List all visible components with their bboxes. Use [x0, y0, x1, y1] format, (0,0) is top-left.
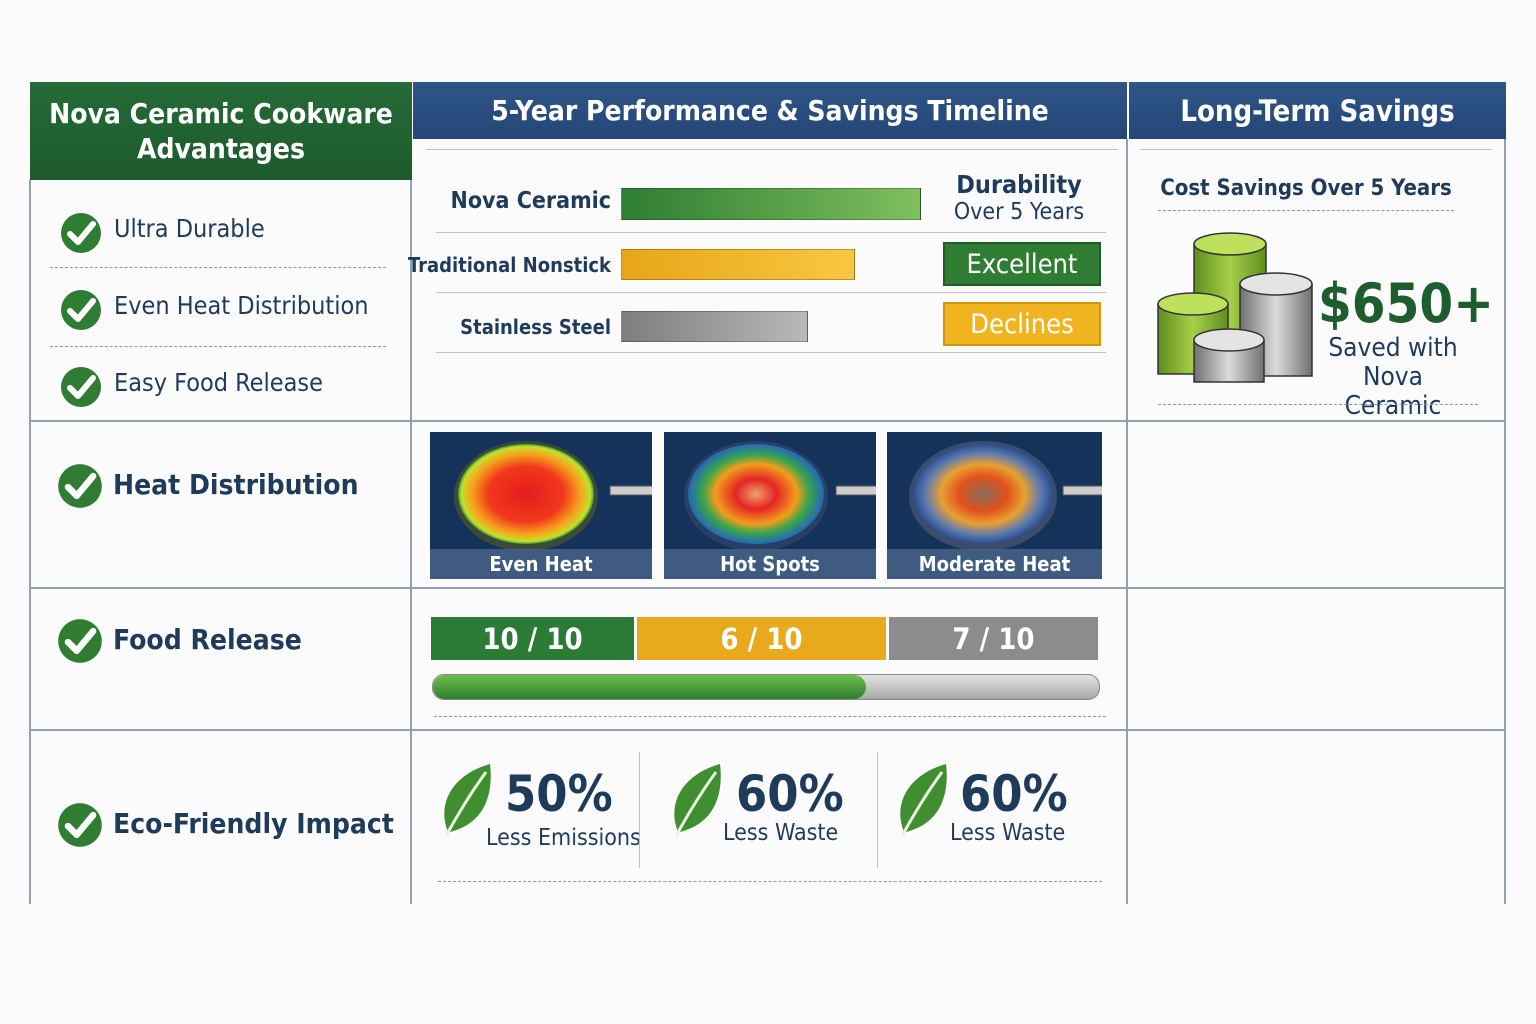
- divider: [436, 352, 1106, 353]
- divider: [434, 716, 1106, 717]
- durability-bar-nova: [621, 188, 921, 220]
- heatmap-even: Even Heat: [430, 432, 652, 579]
- score-stainless: 7 / 10: [889, 617, 1098, 660]
- grid-line: [410, 180, 412, 904]
- divider: [436, 292, 1106, 293]
- eco-label: Less Waste: [950, 820, 1066, 846]
- grid-line: [1504, 139, 1506, 904]
- divider: [877, 752, 878, 868]
- food-release-progress-track: [432, 674, 1100, 700]
- row-food-release: Food Release: [113, 623, 302, 656]
- durability-header-line2: Over 5 Years: [953, 199, 1085, 225]
- savings-line1: Saved with: [1328, 333, 1458, 363]
- divider: [438, 881, 1102, 882]
- bar-label-nonstick: Traditional Nonstick: [408, 253, 611, 277]
- heatmap-moderate: Moderate Heat: [887, 432, 1102, 579]
- check-icon: [61, 367, 101, 407]
- savings-header-title: Long-Term Savings: [1180, 93, 1455, 128]
- advantages-header-line1: Nova Ceramic Cookware: [49, 97, 393, 130]
- pan-icon: [909, 441, 1102, 551]
- divider: [50, 267, 386, 268]
- eco-label: Less Emissions: [486, 825, 641, 851]
- advantage-even-heat: Even Heat Distribution: [114, 291, 369, 320]
- heatmap-caption: Even Heat: [430, 549, 652, 579]
- leaf-icon: [674, 764, 721, 837]
- leaf-icon: [900, 764, 947, 837]
- grid-line: [29, 587, 1506, 589]
- divider: [426, 149, 1118, 150]
- durability-header: Durability Over 5 Years: [935, 170, 1103, 225]
- grid-line: [29, 729, 1506, 731]
- eco-value: 50%: [505, 765, 613, 823]
- bar-label-stainless: Stainless Steel: [460, 315, 611, 339]
- eco-value: 60%: [736, 765, 844, 823]
- heatmap-caption: Moderate Heat: [887, 549, 1102, 579]
- divider: [50, 346, 386, 347]
- coin-stack-icon: [1157, 232, 1313, 383]
- advantage-ultra-durable: Ultra Durable: [114, 214, 265, 243]
- savings-title: Cost Savings Over 5 Years: [1160, 176, 1452, 201]
- score-nonstick: 6 / 10: [637, 617, 886, 660]
- row-heat-distribution: Heat Distribution: [113, 468, 359, 501]
- check-icon: [58, 619, 102, 663]
- grid-line: [1126, 139, 1128, 904]
- timeline-header-title: 5-Year Performance & Savings Timeline: [491, 94, 1049, 127]
- advantage-food-release: Easy Food Release: [114, 368, 323, 397]
- eco-label: Less Waste: [723, 820, 839, 846]
- check-icon: [61, 290, 101, 330]
- advantages-header-line2: Advantages: [136, 132, 306, 165]
- divider: [1140, 149, 1492, 150]
- durability-header-line1: Durability: [956, 170, 1082, 199]
- divider: [1158, 404, 1478, 405]
- savings-amount: $650+: [1318, 272, 1494, 335]
- divider: [436, 232, 1106, 233]
- badge-excellent: Excellent: [943, 242, 1101, 286]
- heatmap-hot-spots: Hot Spots: [664, 432, 876, 579]
- savings-header: Long-Term Savings: [1129, 82, 1506, 139]
- pan-icon: [454, 441, 652, 551]
- check-icon: [61, 213, 101, 253]
- durability-bar-nonstick: [621, 249, 855, 280]
- check-icon: [58, 803, 102, 847]
- grid-line: [29, 180, 31, 904]
- pan-icon: [684, 441, 876, 551]
- savings-line2: Nova Ceramic: [1344, 362, 1442, 421]
- divider: [639, 752, 640, 868]
- advantages-header: Nova Ceramic Cookware Advantages: [30, 82, 412, 180]
- food-release-progress-fill: [433, 675, 866, 699]
- score-nova: 10 / 10: [431, 617, 634, 660]
- leaf-icon: [444, 764, 491, 837]
- grid-line: [29, 420, 1506, 422]
- check-icon: [58, 464, 102, 508]
- timeline-header: 5-Year Performance & Savings Timeline: [413, 82, 1127, 139]
- heatmap-caption: Hot Spots: [664, 549, 876, 579]
- bar-label-nova: Nova Ceramic: [450, 188, 611, 214]
- savings-text: Saved with Nova Ceramic: [1318, 334, 1468, 421]
- durability-bar-stainless: [621, 311, 808, 342]
- divider: [1158, 210, 1454, 211]
- badge-declines: Declines: [943, 302, 1101, 346]
- row-eco-friendly: Eco-Friendly Impact: [113, 807, 394, 840]
- eco-value: 60%: [960, 765, 1068, 823]
